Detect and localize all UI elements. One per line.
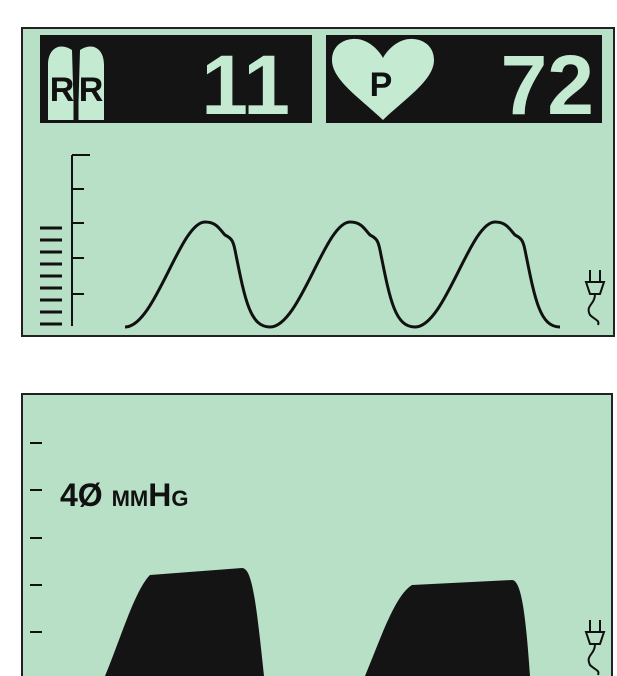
signal-bars <box>40 226 62 326</box>
pulse-label: P <box>370 66 393 104</box>
plug-icon <box>584 620 606 676</box>
pulse-value: 72 <box>501 38 594 132</box>
capno-label: 4Ø mmHg <box>60 477 188 513</box>
capno-scale <box>30 442 42 633</box>
rr-value: 11 <box>201 38 290 132</box>
capno-wave <box>105 568 264 676</box>
capno-wave <box>365 580 530 676</box>
rr-label: R <box>50 71 75 109</box>
pleth-wave <box>124 220 562 329</box>
plug-icon <box>584 270 606 326</box>
rr-label: R <box>79 71 104 109</box>
lungs-icon <box>48 46 104 120</box>
heart-icon <box>332 38 434 120</box>
scale <box>71 154 90 326</box>
